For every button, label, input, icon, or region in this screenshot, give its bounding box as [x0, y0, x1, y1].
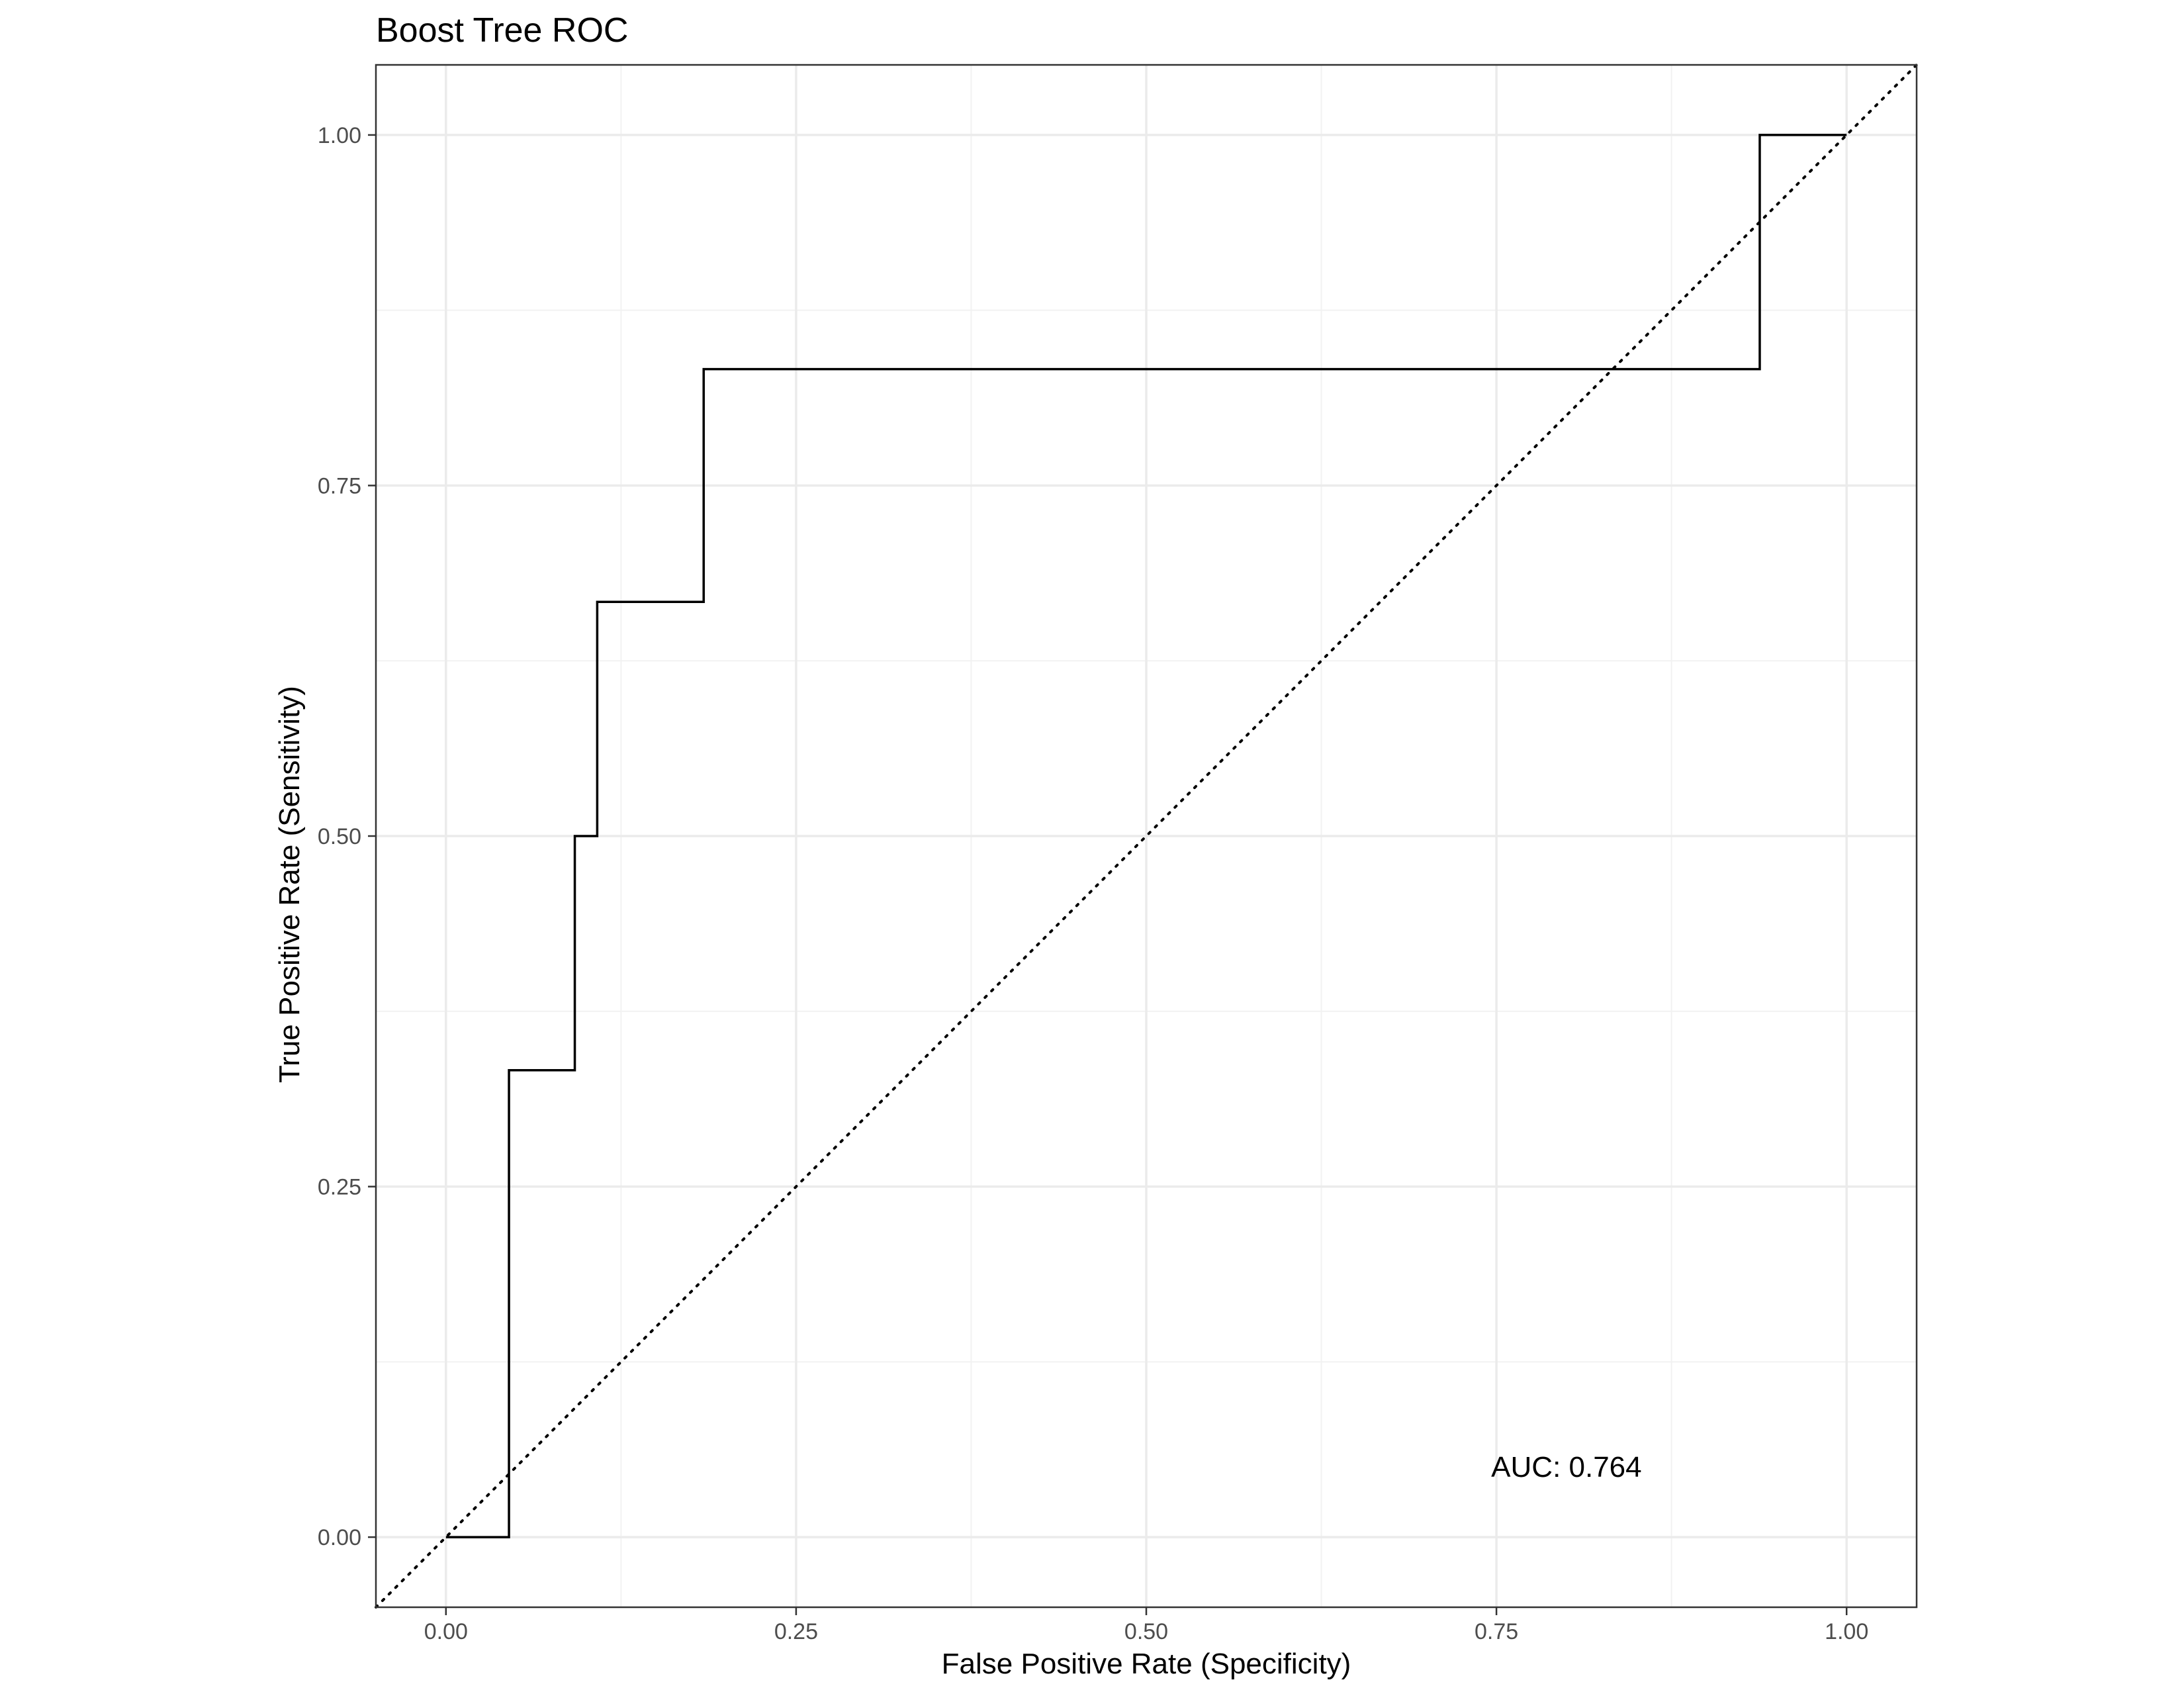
x-axis-ticks: 0.00 0.25 0.50 0.75 1.00 [424, 1607, 1868, 1644]
x-tick-label: 0.50 [1124, 1619, 1168, 1644]
y-tick-label: 1.00 [318, 123, 361, 148]
y-tick-label: 0.50 [318, 824, 361, 849]
y-tick-label: 0.00 [318, 1525, 361, 1550]
y-axis-ticks: 0.00 0.25 0.50 0.75 1.00 [318, 123, 376, 1550]
series-layer [375, 64, 1918, 1609]
y-tick-label: 0.75 [318, 473, 361, 498]
major-gridlines [376, 65, 1917, 1607]
chance-diagonal-line [375, 64, 1918, 1609]
chart-title: Boost Tree ROC [376, 11, 628, 50]
x-tick-label: 0.25 [774, 1619, 818, 1644]
x-tick-label: 1.00 [1825, 1619, 1868, 1644]
annotation-layer: AUC: 0.764 [1491, 1451, 1641, 1483]
y-tick-label: 0.25 [318, 1175, 361, 1200]
roc-curve-line [445, 134, 1847, 1538]
x-tick-label: 0.00 [424, 1619, 468, 1644]
auc-annotation: AUC: 0.764 [1491, 1451, 1641, 1483]
x-axis-label: False Positive Rate (Specificity) [942, 1648, 1351, 1680]
y-axis-label: True Positive Rate (Sensitivity) [273, 686, 306, 1083]
x-tick-label: 0.75 [1475, 1619, 1518, 1644]
